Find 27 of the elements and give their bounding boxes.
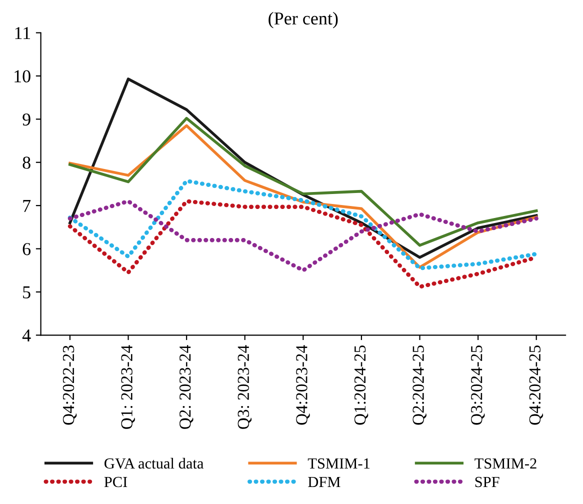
x-tick-label: Q1: 2023-24 [121,345,135,429]
x-tick-label: Q3: 2023-24 [238,345,252,429]
y-tick-label: 8 [22,156,30,169]
line-series [68,199,538,272]
y-tick-label: 11 [15,27,30,40]
y-tick-label: 6 [22,243,31,256]
line-series [68,116,538,247]
legend-label: GVA actual data [104,458,204,469]
x-tick-label: Q2: 2023-24 [179,345,194,429]
y-tick-label: 9 [22,113,30,126]
legend-label: PCI [104,476,128,488]
y-tick-label: 10 [14,70,30,82]
x-tick-label: Q4:2023-24 [296,345,310,425]
chart-title: (Per cent) [268,12,338,28]
y-tick-label: 5 [23,286,30,298]
x-tick-label: Q3:2024-25 [470,346,485,425]
line-series [68,178,538,270]
legend-label: DFM [308,476,340,488]
x-tick-label: Q4:2022-23 [62,346,77,425]
y-tick-label: 4 [22,330,31,342]
legend-label: SPF [475,476,500,488]
legend-label: TSMIM-1 [308,458,370,469]
x-tick-label: Q2:2024-25 [412,346,426,425]
x-tick-label: Q1:2024-25 [354,346,368,425]
y-tick-label: 7 [23,200,31,212]
x-tick-label: Q4:2024-25 [529,346,544,425]
legend-label: TSMIM-2 [474,458,536,469]
